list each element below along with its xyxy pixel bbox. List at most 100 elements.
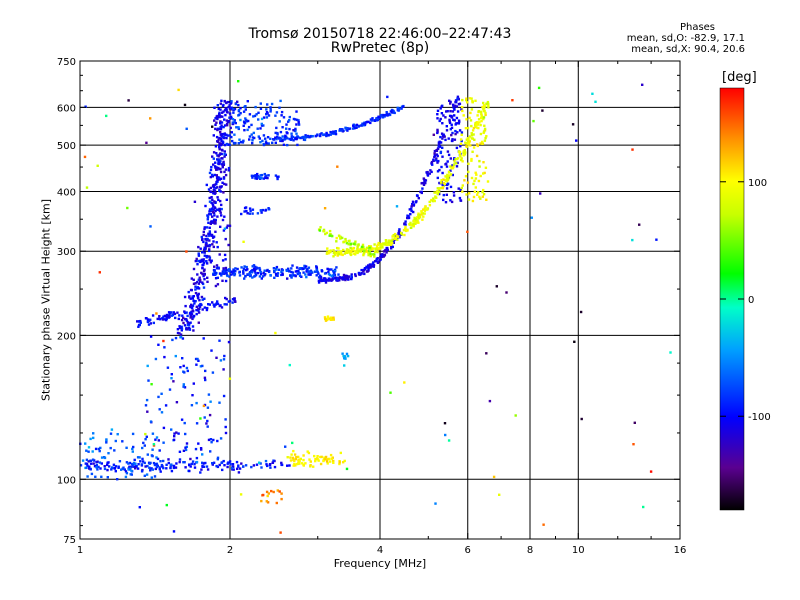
echo-point [158,315,161,318]
echo-point [213,119,216,122]
y-tick-label: 600 [57,103,76,114]
echo-point [436,130,439,133]
echo-point [322,133,325,136]
echo-point [183,371,186,374]
echo-point [230,101,233,104]
echo-point [230,466,234,470]
echo-point [225,303,228,306]
echo-point [221,166,224,169]
echo-point [481,190,484,194]
echo-point [464,127,468,130]
echo-point [223,155,226,158]
echo-point [290,270,293,274]
echo-point [292,117,296,121]
y-tick-label: 75 [63,535,76,546]
echo-point [322,277,326,280]
echo-point [85,186,89,189]
echo-point [304,265,308,268]
echo-point [289,459,293,462]
echo-point [260,176,263,180]
echo-point [471,137,474,140]
echo-point [237,108,241,112]
echo-point [259,141,262,144]
echo-point [172,311,175,314]
echo-point [218,272,222,275]
echo-point [246,100,249,103]
echo-point [475,123,478,126]
echo-point [224,266,228,270]
echo-point [255,266,258,269]
echo-point [218,253,221,256]
echo-point [363,249,366,253]
echo-point [298,274,302,278]
echo-point [435,149,438,152]
echo-point [460,157,463,160]
echo-point [228,460,232,463]
echo-point [220,214,223,217]
echo-point [238,271,241,274]
echo-point [283,138,286,141]
echo-point [449,102,452,105]
echo-point [307,270,311,273]
echo-point [449,157,452,160]
echo-point [296,135,299,138]
echo-point [470,159,473,162]
echo-point [441,183,444,187]
echo-point [266,103,269,106]
echo-point [150,467,153,470]
echo-point [325,131,328,135]
echo-point [163,314,167,318]
echo-point [231,463,235,466]
echo-point [415,194,419,197]
echo-point [332,316,335,319]
echo-point [205,241,208,245]
echo-point [237,103,240,107]
echo-point [392,234,395,237]
echo-point [302,271,305,274]
echo-point [465,118,468,121]
echo-point [253,114,257,118]
echo-point [240,212,243,216]
echo-point [344,239,348,243]
echo-point [327,270,330,273]
echo-point [466,230,469,233]
echo-point [254,271,257,275]
echo-point [474,177,478,180]
echo-point [294,457,297,461]
echo-point [207,188,211,191]
echo-point [423,209,427,212]
echo-point [193,463,196,466]
echo-point [438,143,441,146]
echo-point [532,119,535,123]
echo-point [327,250,331,253]
echo-point [407,216,411,219]
echo-point [182,449,186,452]
echo-point [134,462,137,465]
echo-point [221,270,224,273]
echo-point [328,460,332,463]
echo-point [336,254,339,257]
echo-point [290,132,293,135]
echo-point [421,187,424,190]
echo-point [223,99,226,103]
echo-point [248,212,251,215]
x-tick-label: 16 [674,545,687,556]
echo-point [227,166,231,170]
echo-point [458,150,462,154]
echo-point [92,432,95,435]
echo-point [263,172,266,176]
echo-point [196,280,199,284]
echo-point [323,207,327,210]
echo-point [482,104,486,107]
echo-point [263,269,266,272]
echo-point [219,199,222,203]
echo-point [97,465,100,469]
echo-point [294,270,298,273]
echo-point [224,173,228,177]
echo-point [146,364,149,368]
echo-point [317,459,320,462]
echo-point [469,119,473,122]
echo-point [440,105,443,108]
echo-point [211,221,214,224]
echo-point [473,179,476,183]
